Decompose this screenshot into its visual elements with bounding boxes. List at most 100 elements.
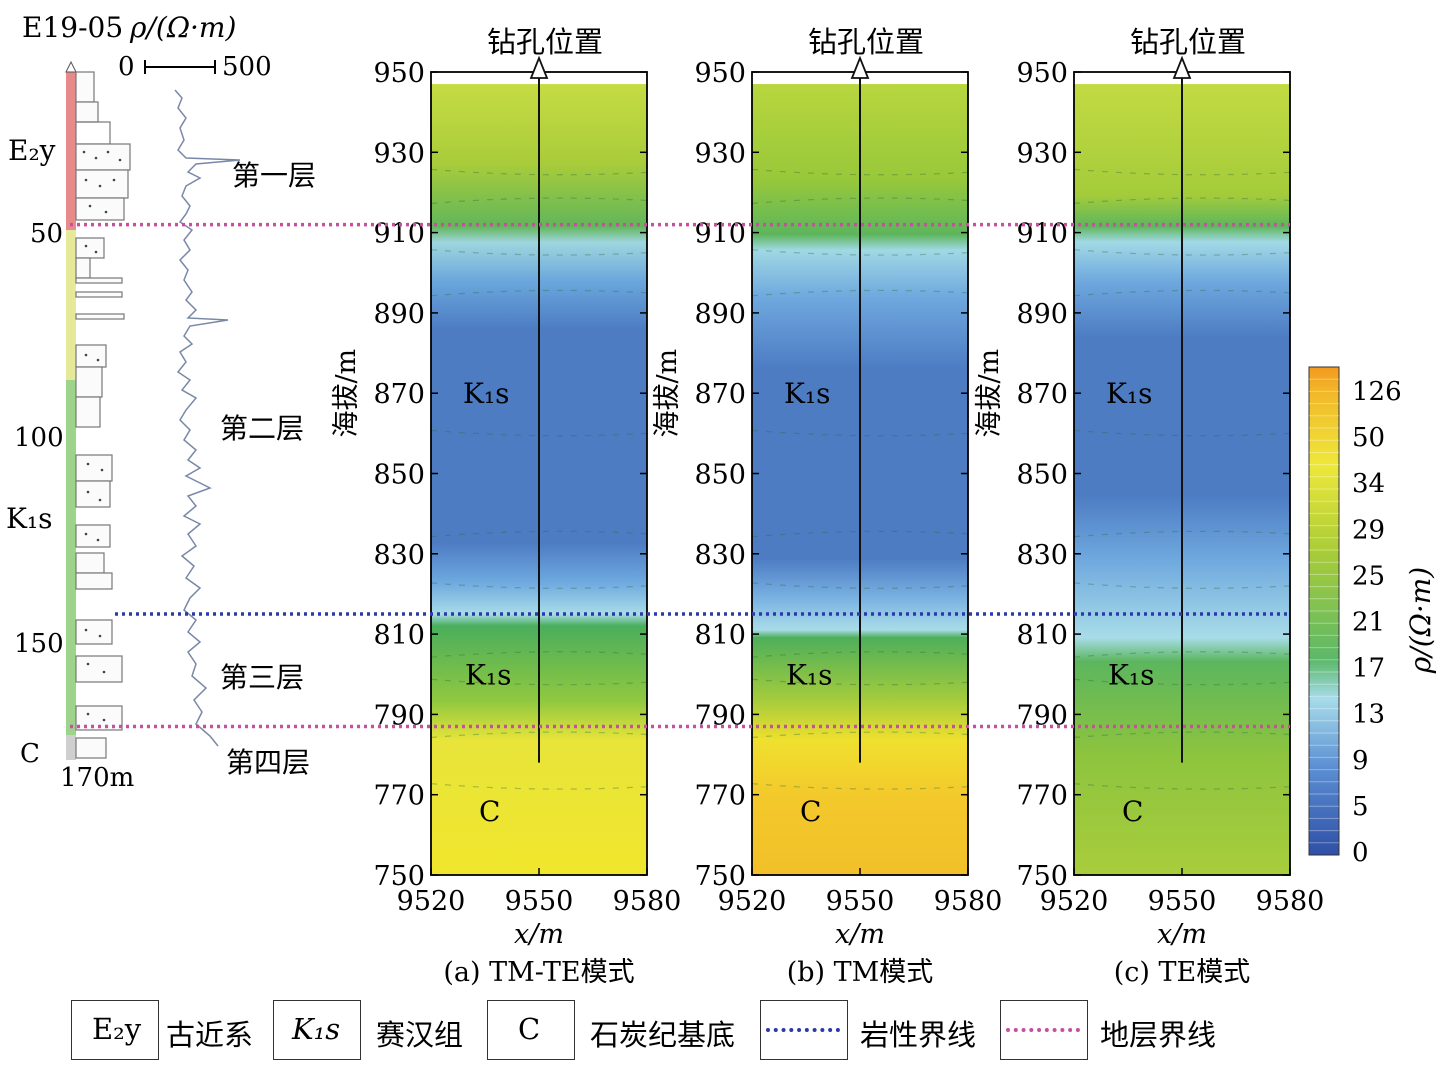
borehole-arrow [850, 55, 870, 79]
y-tick-label: 830 [1016, 540, 1068, 571]
y-tick-label: 810 [694, 620, 746, 651]
y-tick-label: 870 [373, 379, 425, 410]
y-tick-label: 850 [694, 460, 746, 491]
x-tick-label: 9580 [613, 886, 682, 917]
y-tick-label: 890 [373, 299, 425, 330]
unit-label-k1s-lower: K₁s [1108, 658, 1155, 691]
unit-label-k1s-lower: K₁s [786, 658, 833, 691]
strip-e2y [66, 72, 76, 230]
x-axis-label: x/m [1157, 919, 1207, 950]
legend-box-c [487, 1000, 575, 1060]
unit-label-c: C [479, 795, 500, 828]
x-axis-label: x/m [835, 919, 885, 950]
unit-label-k1s-lower: K₁s [465, 658, 512, 691]
depth-tick-150: 150 [14, 629, 64, 659]
strip-c [66, 735, 76, 760]
legend-text-c: 石炭纪基底 [590, 1018, 736, 1052]
scale-max: 500 [222, 52, 272, 82]
colorbar-tick-label: 5 [1352, 792, 1369, 822]
colorbar-tick-label: 21 [1352, 608, 1385, 638]
strip-k1s [66, 380, 76, 735]
legend-symbol-k1s: K₁s [292, 1012, 341, 1046]
resistivity-log-curve [174, 89, 241, 747]
legend-text-e2y: 古近系 [166, 1018, 254, 1052]
lithology-column [75, 71, 131, 759]
borehole-label: 钻孔位置 [1130, 25, 1246, 59]
panel-caption: (b) TM模式 [787, 957, 934, 988]
y-tick-label: 770 [373, 781, 425, 812]
y-tick-label: 850 [1016, 460, 1068, 491]
legend-text-strat: 地层界线 [1100, 1018, 1217, 1052]
y-tick-label: 950 [373, 58, 425, 89]
column-top-arrow [65, 60, 77, 73]
layer-2: 第二层 [220, 412, 304, 445]
stratum-k1s: K₁s [6, 502, 53, 535]
y-tick-label: 870 [1016, 379, 1068, 410]
borehole-label: 钻孔位置 [487, 25, 603, 59]
y-tick-label: 930 [1016, 138, 1068, 169]
colorbar-tick-label: 17 [1352, 654, 1385, 684]
borehole-arrow [529, 55, 549, 79]
well-log: E19-05 ρ/(Ω·m) 0 500 [6, 11, 316, 793]
boundary-lines [70, 222, 1290, 729]
colorbar-fill [1308, 366, 1340, 856]
y-tick-label: 930 [373, 138, 425, 169]
colorbar-tick-label: 34 [1352, 469, 1385, 499]
y-tick-label: 750 [1016, 861, 1068, 892]
depth-bottom: 170m [60, 763, 134, 793]
y-tick-label: 890 [1016, 299, 1068, 330]
colorbar-stripes [1309, 378, 1339, 844]
colorbar-tick-label: 9 [1352, 746, 1369, 776]
y-tick-label: 770 [1016, 781, 1068, 812]
y-tick-label: 810 [1016, 620, 1068, 651]
legend-symbol-c: C [518, 1012, 541, 1046]
y-tick-label: 950 [1016, 58, 1068, 89]
y-tick-label: 810 [373, 620, 425, 651]
colorbar-label: ρ/(Ω·m) [1404, 567, 1437, 674]
y-tick-label: 830 [373, 540, 425, 571]
y-tick-label: 890 [694, 299, 746, 330]
colorbar-tick-label: 25 [1352, 561, 1385, 591]
legend-box-e2y [71, 1000, 159, 1060]
y-tick-label: 870 [694, 379, 746, 410]
layer-3: 第三层 [220, 661, 304, 694]
y-axis-label: 海拔/m [974, 349, 1005, 438]
x-tick-label: 9520 [397, 886, 466, 917]
depth-tick-50: 50 [30, 219, 63, 249]
colorbar-tick-label: 29 [1352, 515, 1385, 545]
x-tick-label: 9580 [934, 886, 1003, 917]
y-tick-label: 830 [694, 540, 746, 571]
lithology-dots [82, 150, 122, 722]
x-tick-label: 9580 [1256, 886, 1325, 917]
unit-label-k1s-upper: K₁s [463, 377, 510, 410]
strip-transition [66, 230, 76, 380]
x-tick-label: 9550 [1148, 886, 1217, 917]
x-axis-label: x/m [514, 919, 564, 950]
panel-caption: (c) TE模式 [1114, 957, 1251, 988]
y-tick-label: 950 [694, 58, 746, 89]
colorbar-tick-label: 13 [1352, 700, 1385, 730]
y-axis-label: 海拔/m [331, 349, 362, 438]
stratum-c: C [20, 739, 40, 769]
legend-line-lith [766, 1028, 840, 1032]
x-tick-label: 9520 [718, 886, 787, 917]
y-axis-label: 海拔/m [652, 349, 683, 438]
layer-4: 第四层 [226, 746, 310, 779]
x-tick-label: 9550 [505, 886, 574, 917]
legend-line-strat [1006, 1028, 1080, 1032]
x-tick-label: 9550 [826, 886, 895, 917]
colorbar-tick-label: 126 [1352, 377, 1402, 407]
unit-label-k1s-upper: K₁s [784, 377, 831, 410]
y-tick-label: 850 [373, 460, 425, 491]
y-tick-label: 770 [694, 781, 746, 812]
layer-1: 第一层 [232, 159, 316, 192]
x-tick-label: 9520 [1040, 886, 1109, 917]
borehole-label: 钻孔位置 [808, 25, 924, 59]
panel-caption: (a) TM-TE模式 [443, 957, 634, 988]
